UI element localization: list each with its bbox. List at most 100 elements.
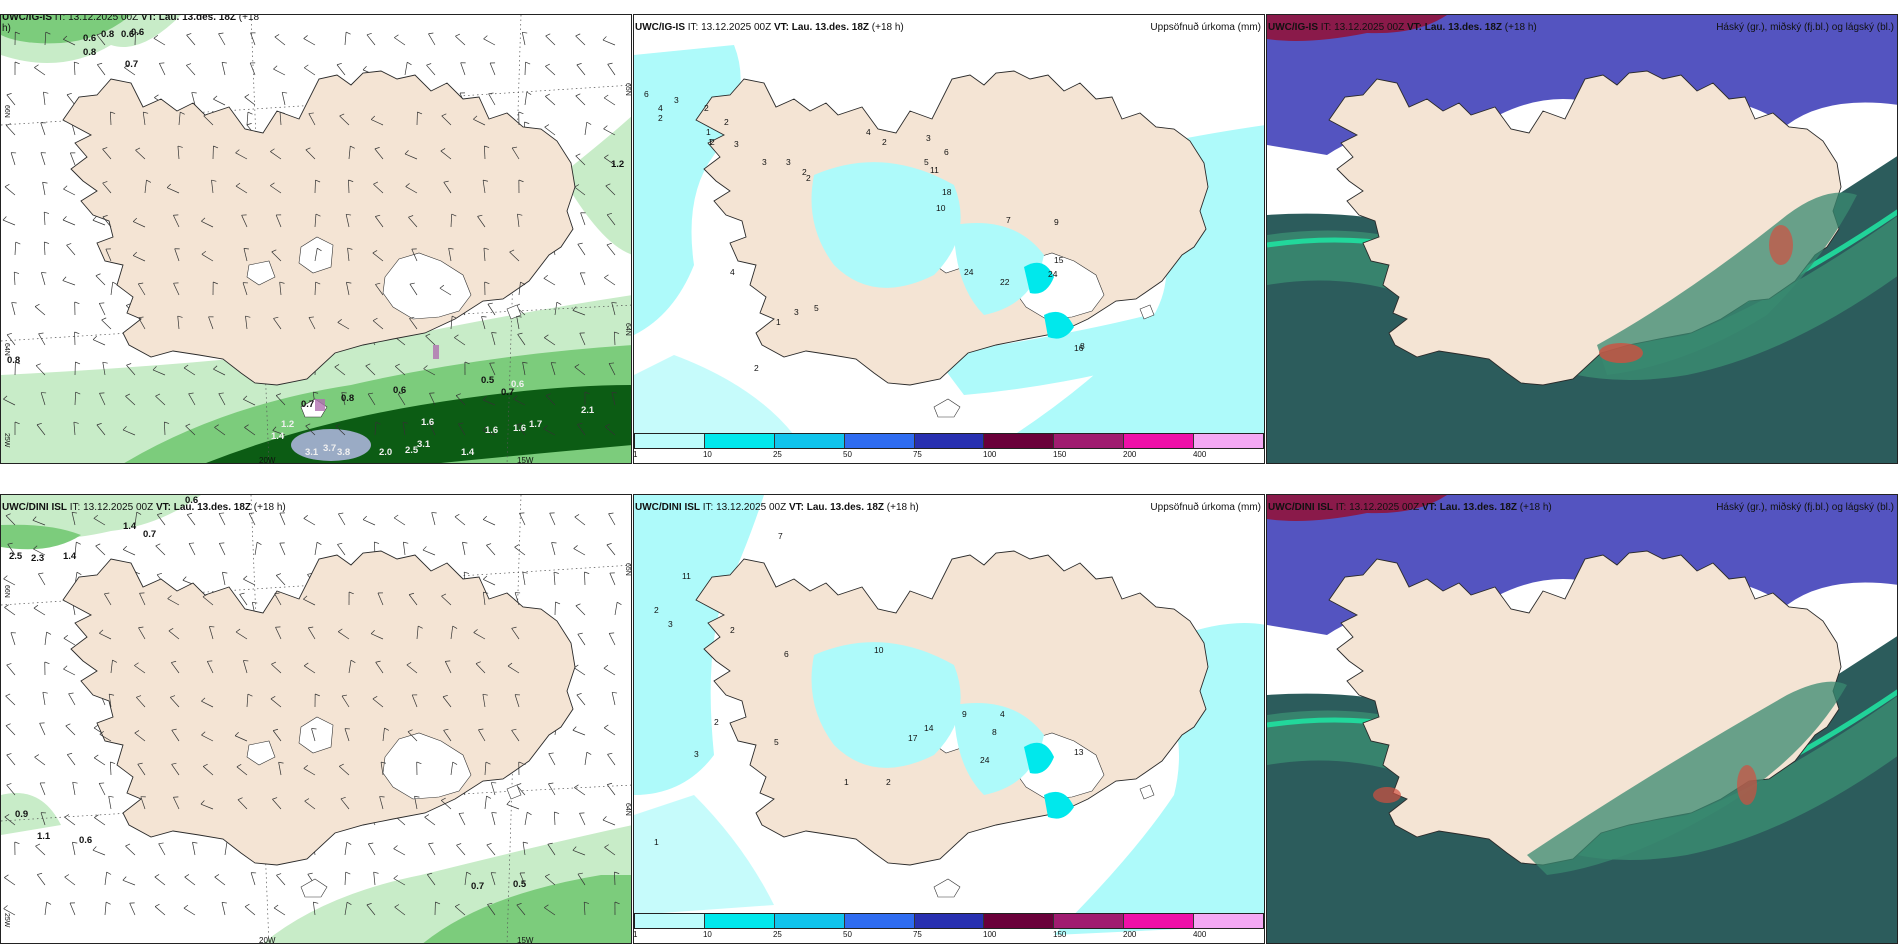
wind-barb-feather xyxy=(576,693,582,696)
wind-barb-shaft xyxy=(603,727,616,736)
colorbar-swatch xyxy=(635,914,705,928)
wind-barb-shaft xyxy=(513,398,526,406)
wind-barb-shaft xyxy=(314,248,318,262)
wind-barb-shaft xyxy=(92,219,106,226)
wind-barb-feather xyxy=(235,149,240,154)
wind-barb-shaft xyxy=(125,395,136,406)
wind-barb-shaft xyxy=(279,112,282,126)
wind-barb-shaft xyxy=(455,35,466,46)
precip-map-panel-igis[interactable]: 6 4 3 2 2 2 2 3 3 3 2 2 4 2 3 6 5 11 18 10 24 22 24 15 8 16 9 7 4 1 3 5… xyxy=(633,14,1265,464)
wind-speed-label: 1.4 xyxy=(271,431,285,442)
wind-barb-shaft xyxy=(4,607,16,616)
wind-barb-feather xyxy=(406,662,412,666)
wind-barb-feather xyxy=(65,723,71,727)
wind-barb-shaft xyxy=(73,62,76,76)
wind-speed-label: 3.1 xyxy=(305,447,319,458)
wind-map-panel-igis[interactable]: 20W 15W 66N 64N 25W 65N 64N 0.6 0.8 0.6 0.6 0.8 0.7 1… xyxy=(0,14,632,464)
wind-barb-shaft xyxy=(365,365,376,376)
colorbar-swatch xyxy=(1054,914,1125,928)
wind-barb-feather xyxy=(45,31,51,35)
wind-barb-feather xyxy=(274,592,280,595)
lat-label-64n-right: 64N xyxy=(624,323,631,336)
precip-amount-label: 4 xyxy=(658,103,663,113)
glacier-1 xyxy=(382,252,472,320)
cloud-convective-core xyxy=(1599,343,1643,363)
wind-barb-shaft xyxy=(522,362,526,376)
wind-barb-shaft xyxy=(450,762,454,776)
wind-barb-shaft xyxy=(43,242,46,256)
wind-barb-shaft xyxy=(489,363,496,376)
wind-barb-shaft xyxy=(604,277,616,286)
wind-barb-feather xyxy=(346,841,352,845)
wind-barb-feather xyxy=(482,396,487,401)
wind-barb-shaft xyxy=(548,753,556,766)
wind-barb-shaft xyxy=(272,799,282,810)
wind-barb-feather xyxy=(448,247,454,250)
wind-barb-feather xyxy=(554,811,560,814)
cloud-title: Háský (gr.), miðský (fj.bl.) og lágský (… xyxy=(1716,502,1894,513)
wind-barb-feather xyxy=(407,729,413,732)
wind-barb-feather xyxy=(345,871,351,875)
colorbar-swatch xyxy=(914,434,985,448)
wind-barb-shaft xyxy=(249,62,256,76)
lat-label-66n: 66N xyxy=(3,585,10,598)
precip-amount-label: 13 xyxy=(1074,747,1084,757)
precip-amount-label: 1 xyxy=(844,777,849,787)
lon-label-25w: 25W xyxy=(3,433,10,448)
wind-barb-shaft xyxy=(40,152,46,166)
precip-colorbar: 1 10 25 50 75 100 150 200 400 xyxy=(634,913,1264,943)
wind-barb-shaft xyxy=(279,542,286,556)
wind-barb-feather xyxy=(136,511,142,515)
wind-barb-shaft xyxy=(218,393,226,406)
wind-barb-feather xyxy=(586,121,592,125)
wind-barb-feather xyxy=(373,181,379,185)
wind-barb-shaft xyxy=(3,578,16,586)
wind-speed-label: 0.8 xyxy=(101,29,114,40)
wind-barb-feather xyxy=(308,316,314,318)
wind-shade-east xyxy=(561,116,631,255)
wind-speed-label: 0.8 xyxy=(83,47,96,58)
wind-speed-label: 1.4 xyxy=(123,521,137,532)
wind-barb-shaft xyxy=(64,876,76,886)
wind-barb-shaft xyxy=(305,425,316,436)
wind-shade-west xyxy=(1,793,61,835)
wind-barb-shaft xyxy=(72,842,76,856)
precip-amount-label: 2 xyxy=(704,103,709,113)
glacier-3 xyxy=(246,260,276,286)
wind-barb-feather xyxy=(577,242,583,245)
wind-barb-shaft xyxy=(136,697,146,708)
wind-barb-shaft xyxy=(201,253,214,262)
cloud-map-panel-dini[interactable]: UWC/DINI ISL IT: 13.12.2025 00Z VT: Lau.… xyxy=(1266,494,1898,944)
wind-barb-feather xyxy=(186,63,192,66)
wind-barb-feather xyxy=(15,241,21,245)
valid-time: VT: Lau. 13.des. 18Z xyxy=(1421,502,1518,513)
wind-barb-shaft xyxy=(140,796,146,810)
cloud-map-panel-igis[interactable]: UWC/IG-IS IT: 13.12.2025 00Z VT: Lau. 13… xyxy=(1266,14,1898,464)
wind-barb-shaft xyxy=(411,694,418,708)
wind-barb-shaft xyxy=(602,819,616,826)
wind-barb-feather xyxy=(72,841,78,844)
wind-barb-feather xyxy=(458,422,464,425)
wind-barb-shaft xyxy=(543,278,556,286)
wind-barb-shaft xyxy=(511,628,520,640)
precip-map-panel-dini[interactable]: 7 11 2 3 2 6 10 17 14 24 13 9 8 4 2 3 5 1 2 1 UWC/DINI ISL … xyxy=(633,494,1265,944)
wind-map-panel-dini[interactable]: 20W 15W 66N 25W 65N 64N 0.6 1.4 0.7 2.5 2.3 1.4 0.9 1… xyxy=(0,494,632,944)
glacier-5 xyxy=(506,304,522,320)
wind-marker xyxy=(433,345,439,359)
wind-barb-shaft xyxy=(159,63,166,76)
wind-barb-shaft xyxy=(429,423,436,436)
wind-barb-feather xyxy=(454,513,460,518)
wind-barb-shaft xyxy=(7,544,16,556)
wind-barb-feather xyxy=(214,874,220,878)
wind-barb-feather xyxy=(15,361,21,365)
wind-barb-shaft xyxy=(11,302,16,316)
wind-barb-shaft xyxy=(173,215,180,228)
colorbar-swatch xyxy=(704,434,775,448)
wind-barb-shaft xyxy=(393,878,406,886)
precip-amount-label: 5 xyxy=(774,737,779,747)
wind-barb-feather xyxy=(112,281,118,285)
wind-barb-shaft xyxy=(178,112,181,126)
wind-barb-feather xyxy=(483,591,489,594)
precip-amount-label: 2 xyxy=(714,717,719,727)
wind-barb-feather xyxy=(271,249,277,253)
